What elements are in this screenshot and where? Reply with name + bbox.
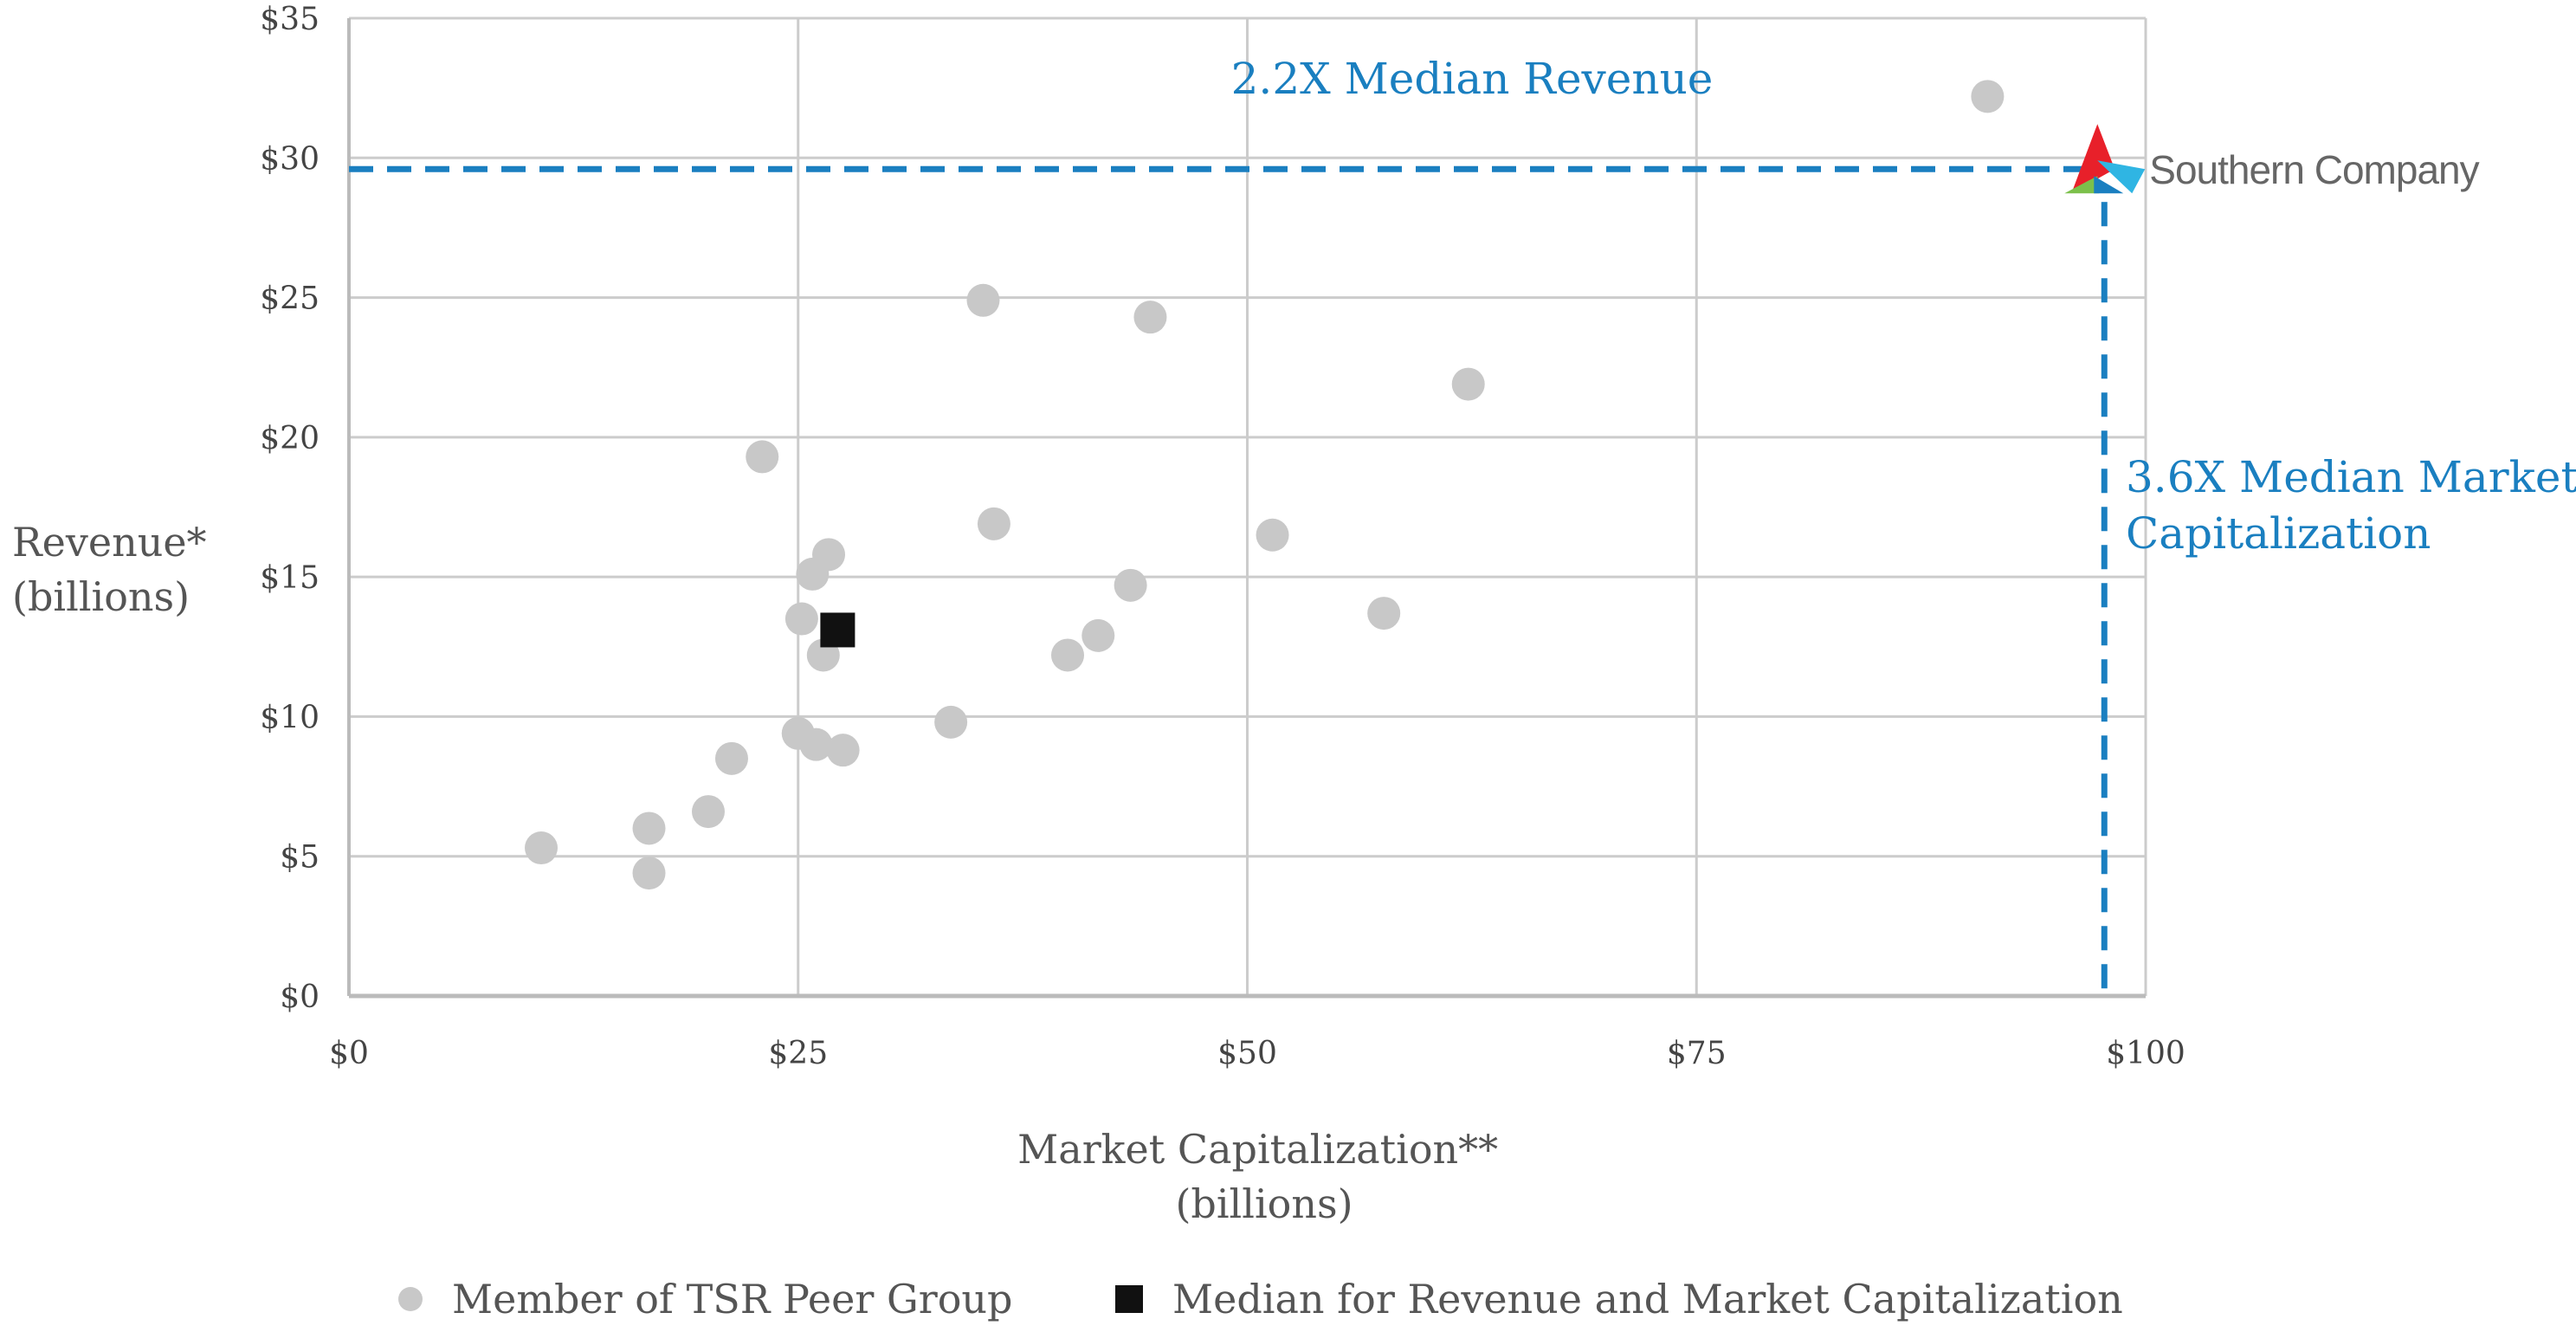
peer-group-point <box>525 831 558 865</box>
peer-group-point <box>826 734 860 767</box>
y-tick-label: $35 <box>260 2 320 37</box>
y-tick-label: $25 <box>260 281 320 317</box>
peer-group-point <box>714 741 748 775</box>
annotation-median-revenue: 2.2X Median Revenue <box>1231 54 1714 104</box>
peer-group-point <box>977 507 1010 540</box>
peer-group-point <box>632 857 666 890</box>
peer-group-point <box>966 283 1000 317</box>
legend-marker-median <box>1115 1285 1143 1313</box>
x-tick-label: $100 <box>2106 1036 2185 1071</box>
y-axis-title-line-1: Revenue* <box>12 519 207 566</box>
y-axis-title-line-2: (billions) <box>12 573 190 620</box>
peer-group-point <box>1367 597 1401 630</box>
y-tick-label: $30 <box>260 141 320 177</box>
y-tick-label: $5 <box>280 840 320 876</box>
peer-group-point <box>934 705 968 739</box>
median-point <box>820 612 855 648</box>
axes: $0 $25 $50 $75 $100 $0 $5 $10 $15 $20 $25 $30 $35 <box>260 2 2185 1071</box>
peer-group-point <box>1051 638 1084 672</box>
annotation-median-market-cap-line-2: Capitalization <box>2126 508 2431 559</box>
peer-group-point <box>1114 568 1147 602</box>
x-tick-label: $75 <box>1667 1036 1727 1071</box>
annotation-median-market-cap: 3.6X Median Market Capitalization <box>2126 452 2576 559</box>
peer-group-point <box>692 795 725 829</box>
x-tick-label: $0 <box>329 1036 369 1071</box>
peer-group-point <box>799 727 833 761</box>
southern-company-logo-mark-icon <box>2064 124 2146 194</box>
peer-group-point <box>784 602 818 636</box>
legend-label-median: Median for Revenue and Market Capitaliza… <box>1172 1276 2123 1322</box>
annotation-median-market-cap-line-1: 3.6X Median Market <box>2126 452 2576 502</box>
y-axis-title: Revenue* (billions) <box>12 519 219 620</box>
peer-group-point <box>1256 518 1289 552</box>
southern-company-logo-text: Southern Company <box>2149 147 2479 192</box>
y-tick-label: $15 <box>260 560 320 596</box>
peer-group-point <box>1133 301 1167 334</box>
peer-group-point <box>1081 618 1115 652</box>
peer-group-point <box>632 811 666 845</box>
x-tick-label: $25 <box>768 1036 828 1071</box>
annotation-median-revenue-line: 2.2X Median Revenue <box>1231 54 1714 104</box>
southern-company-guides <box>349 165 2114 996</box>
y-tick-label: $0 <box>280 980 320 1015</box>
peer-group-point <box>746 440 779 474</box>
data-points <box>525 80 2005 890</box>
y-tick-label: $10 <box>260 700 320 735</box>
grid-lines <box>349 16 2147 996</box>
x-tick-label: $50 <box>1217 1036 1277 1071</box>
peer-group-point <box>1451 367 1485 401</box>
southern-company-logo: Southern Company <box>2064 124 2481 194</box>
peer-group-point <box>1971 80 2005 113</box>
peer-group-point <box>812 538 846 572</box>
x-axis-title-line-1: Market Capitalization** <box>1017 1126 1498 1173</box>
x-axis-title-line-2: (billions) <box>1175 1180 1353 1227</box>
legend: Member of TSR Peer Group Median for Reve… <box>398 1276 2123 1322</box>
legend-label-peer-group: Member of TSR Peer Group <box>452 1276 1012 1322</box>
y-tick-label: $20 <box>260 421 320 456</box>
legend-marker-peer-group <box>398 1287 423 1311</box>
x-axis-title: Market Capitalization** (billions) <box>1017 1126 1511 1227</box>
